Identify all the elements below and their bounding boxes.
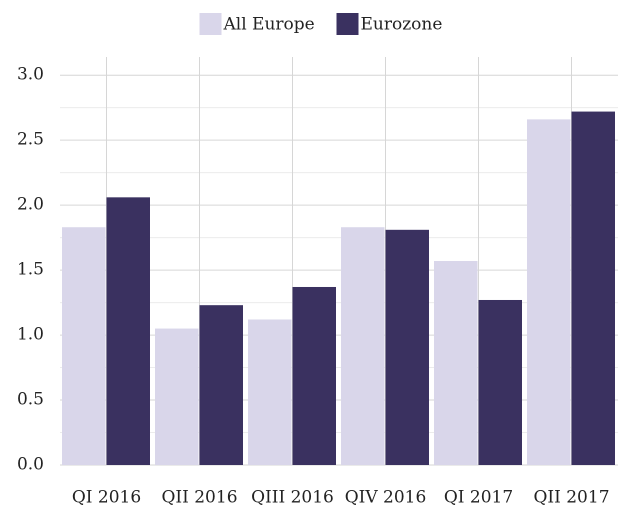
x-tick-label: QI 2016 — [72, 488, 141, 508]
y-tick-label: 0.5 — [17, 390, 44, 410]
legend-label: Eurozone — [361, 15, 443, 35]
bar — [527, 119, 571, 466]
x-tick-label: QII 2017 — [533, 488, 609, 508]
bar — [155, 328, 199, 465]
bar — [571, 111, 615, 466]
y-tick-label: 2.5 — [17, 130, 44, 150]
y-tick-label: 3.0 — [17, 65, 44, 85]
bar — [106, 197, 150, 465]
bar — [434, 261, 478, 465]
bar — [248, 319, 292, 465]
legend-label: All Europe — [223, 15, 315, 35]
y-tick-label: 1.0 — [17, 325, 44, 345]
bar — [292, 286, 336, 465]
x-tick-label: QIII 2016 — [251, 488, 334, 508]
y-tick-label: 0.0 — [17, 455, 44, 475]
x-tick-label: QII 2016 — [161, 488, 237, 508]
bar — [478, 299, 522, 465]
legend-swatch — [199, 13, 222, 35]
bar — [341, 227, 385, 465]
bar — [62, 227, 106, 465]
bar — [199, 305, 243, 465]
x-tick-label: QIV 2016 — [345, 488, 427, 508]
y-tick-label: 2.0 — [17, 195, 44, 215]
legend-swatch — [336, 13, 359, 35]
bar — [385, 229, 429, 465]
x-tick-label: QI 2017 — [444, 488, 513, 508]
y-tick-label: 1.5 — [17, 260, 44, 280]
